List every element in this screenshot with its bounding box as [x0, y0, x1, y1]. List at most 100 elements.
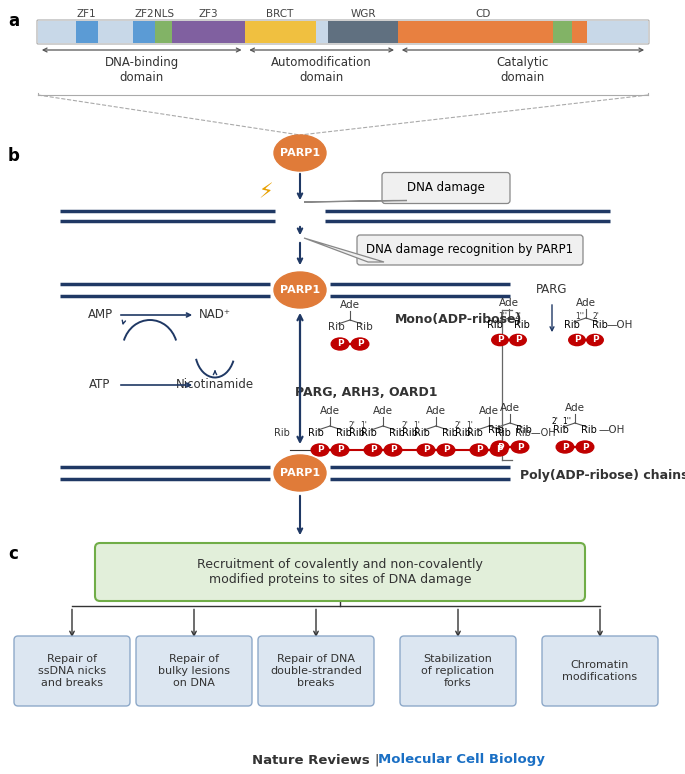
Text: P: P: [496, 446, 502, 454]
Text: 1'': 1'': [499, 312, 508, 321]
Ellipse shape: [417, 444, 435, 456]
Text: NLS: NLS: [153, 9, 174, 19]
Text: Rib: Rib: [514, 320, 530, 330]
Text: Recruitment of covalently and non-covalently
modified proteins to sites of DNA d: Recruitment of covalently and non-covale…: [197, 558, 483, 586]
Text: DNA damage: DNA damage: [407, 181, 485, 194]
Text: |: |: [374, 754, 378, 766]
Text: P: P: [497, 443, 503, 451]
Text: 2': 2': [514, 312, 521, 321]
Text: Rib: Rib: [327, 322, 345, 332]
Text: P: P: [497, 335, 503, 344]
Text: 2': 2': [401, 421, 408, 430]
Text: ZF2: ZF2: [134, 9, 154, 19]
FancyBboxPatch shape: [400, 636, 516, 706]
Ellipse shape: [332, 444, 349, 456]
Ellipse shape: [274, 135, 326, 171]
FancyBboxPatch shape: [542, 636, 658, 706]
Polygon shape: [304, 200, 407, 202]
Text: Repair of
bulky lesions
on DNA: Repair of bulky lesions on DNA: [158, 654, 230, 687]
Text: Rib: Rib: [455, 428, 471, 438]
Text: Nature Reviews: Nature Reviews: [252, 754, 370, 766]
Text: Automodification
domain: Automodification domain: [271, 56, 372, 84]
Text: ⚡: ⚡: [259, 182, 273, 202]
Text: 1': 1': [466, 421, 473, 430]
FancyBboxPatch shape: [136, 636, 252, 706]
Text: BRCT: BRCT: [266, 9, 294, 19]
Bar: [133, 21, 155, 43]
Text: NAD⁺: NAD⁺: [199, 309, 231, 321]
Text: P: P: [516, 443, 523, 451]
Text: CD: CD: [475, 9, 491, 19]
Text: Rib: Rib: [553, 425, 569, 435]
Text: b: b: [8, 147, 20, 165]
FancyBboxPatch shape: [382, 173, 510, 204]
Text: Ade: Ade: [320, 406, 340, 416]
Text: 2': 2': [551, 417, 558, 426]
Text: 1'': 1'': [575, 312, 584, 321]
Text: Rib: Rib: [308, 428, 324, 438]
Bar: [327, 21, 398, 43]
Bar: [98, 21, 133, 43]
FancyBboxPatch shape: [95, 543, 585, 601]
Text: DNA-binding
domain: DNA-binding domain: [105, 56, 179, 84]
Bar: [398, 21, 416, 43]
Ellipse shape: [437, 444, 455, 456]
Ellipse shape: [332, 338, 349, 350]
Text: ZF1: ZF1: [77, 9, 97, 19]
Ellipse shape: [311, 444, 329, 456]
Text: PARP1: PARP1: [280, 468, 320, 478]
Ellipse shape: [384, 444, 402, 456]
Text: P: P: [475, 446, 482, 454]
Text: ATP: ATP: [89, 378, 111, 392]
Text: Repair of DNA
double-stranded
breaks: Repair of DNA double-stranded breaks: [270, 654, 362, 687]
Text: P: P: [316, 446, 323, 454]
Text: Rib: Rib: [389, 428, 405, 438]
Text: c: c: [8, 545, 18, 563]
Text: Ade: Ade: [499, 298, 519, 308]
Text: Mono(ADP-ribose): Mono(ADP-ribose): [395, 313, 523, 327]
Text: Rib: Rib: [356, 322, 373, 332]
Text: P: P: [573, 335, 580, 344]
Text: P: P: [370, 446, 376, 454]
Text: Rib: Rib: [414, 428, 430, 438]
FancyBboxPatch shape: [258, 636, 374, 706]
Text: Rib: Rib: [488, 425, 504, 435]
Ellipse shape: [364, 444, 382, 456]
Ellipse shape: [274, 455, 326, 491]
Ellipse shape: [274, 272, 326, 308]
FancyBboxPatch shape: [14, 636, 130, 706]
Text: P: P: [443, 446, 449, 454]
Text: ZF3: ZF3: [199, 9, 219, 19]
Text: Rib: Rib: [401, 428, 417, 438]
Text: Rib: Rib: [495, 428, 511, 438]
Ellipse shape: [587, 334, 603, 346]
Text: P: P: [592, 335, 598, 344]
Text: Nicotinamide: Nicotinamide: [176, 378, 254, 392]
Text: Ade: Ade: [340, 300, 360, 310]
Ellipse shape: [569, 334, 585, 346]
Ellipse shape: [491, 441, 509, 453]
Bar: [76, 21, 98, 43]
Ellipse shape: [510, 334, 526, 346]
Text: P: P: [337, 340, 343, 348]
Text: Repair of
ssDNA nicks
and breaks: Repair of ssDNA nicks and breaks: [38, 654, 106, 687]
Text: Rib: Rib: [361, 428, 377, 438]
Text: Stabilization
of replication
forks: Stabilization of replication forks: [421, 654, 495, 687]
Ellipse shape: [351, 338, 369, 350]
Bar: [572, 21, 587, 43]
Text: PARP1: PARP1: [280, 285, 320, 295]
Ellipse shape: [576, 441, 594, 453]
Ellipse shape: [490, 444, 508, 456]
Text: Rib—OH: Rib—OH: [515, 428, 556, 438]
Text: P: P: [562, 443, 569, 451]
Text: Rib: Rib: [274, 428, 290, 438]
Text: PARG, ARH3, OARD1: PARG, ARH3, OARD1: [295, 386, 438, 399]
Text: Catalytic
domain: Catalytic domain: [497, 56, 549, 84]
FancyBboxPatch shape: [357, 235, 583, 265]
Text: Rib: Rib: [336, 428, 352, 438]
Ellipse shape: [556, 441, 574, 453]
Text: P: P: [357, 340, 363, 348]
Text: Rib: Rib: [581, 425, 597, 435]
Text: Chromatin
modifications: Chromatin modifications: [562, 660, 638, 682]
Text: 1'': 1'': [562, 417, 571, 426]
